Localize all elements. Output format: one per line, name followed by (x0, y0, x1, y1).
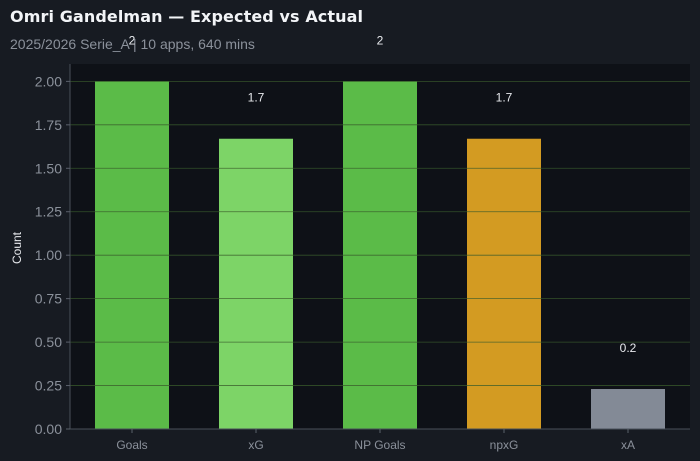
y-tick-label: 1.25 (35, 204, 62, 220)
x-tick-label: NP Goals (354, 438, 405, 452)
y-tick-label: 0.75 (35, 291, 62, 307)
y-tick-label: 1.75 (35, 117, 62, 133)
bar-xa (591, 389, 665, 429)
chart-title: Omri Gandelman — Expected vs Actual (10, 7, 364, 26)
x-tick-label: Goals (116, 438, 147, 452)
x-axis-ticks: Goals xG NP Goals npxG xA (116, 429, 635, 452)
y-tick-label: 2.00 (35, 73, 62, 89)
y-tick-label: 0.50 (35, 334, 62, 350)
x-tick-label: npxG (490, 438, 519, 452)
x-tick-label: xA (621, 438, 635, 452)
x-tick-label: xG (248, 438, 263, 452)
data-label: 1.7 (496, 91, 513, 105)
y-tick-label: 1.00 (35, 247, 62, 263)
gridlines (70, 80, 690, 386)
data-label: 2 (377, 33, 384, 47)
y-axis-ticks: 0.00 0.25 0.50 0.75 1.00 1.25 1.50 1.75 2.00 (35, 73, 70, 437)
data-label: 2 (129, 33, 136, 47)
y-tick-label: 0.00 (35, 421, 62, 437)
y-tick-label: 1.50 (35, 160, 62, 176)
data-labels: 2 1.7 2 1.7 0.2 (129, 33, 637, 355)
bar-xg (219, 138, 293, 429)
y-axis-label: Count (10, 231, 24, 264)
bar-npxg (467, 138, 541, 429)
y-tick-label: 0.25 (35, 378, 62, 394)
data-label: 1.7 (248, 91, 265, 105)
data-label: 0.2 (620, 341, 637, 355)
chart-subtitle: 2025/2026 Serie_A | 10 apps, 640 mins (10, 36, 255, 52)
